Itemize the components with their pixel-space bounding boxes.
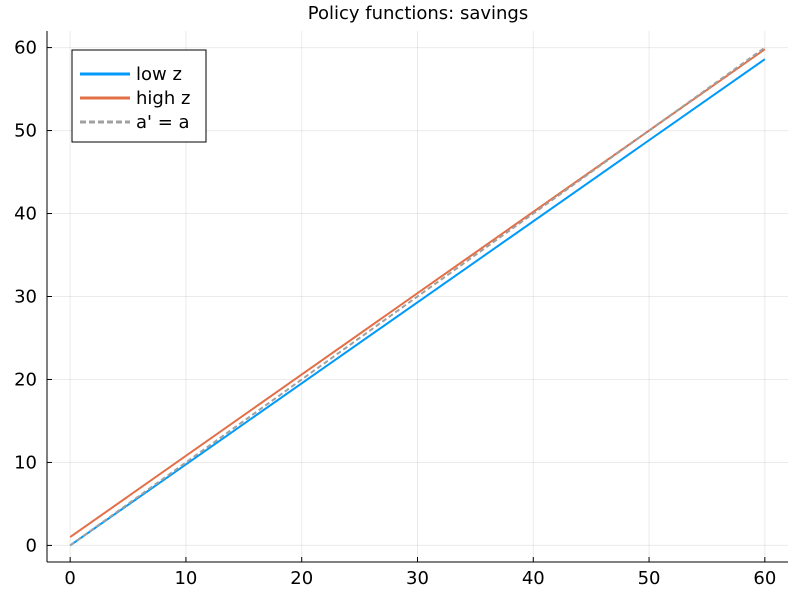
series-layer: [69, 46, 766, 547]
series-line: [69, 46, 766, 547]
legend-label: low z: [136, 64, 182, 85]
y-tick-label: 0: [26, 535, 37, 556]
x-tick-label: 0: [64, 568, 75, 589]
y-tick-label: 40: [14, 204, 37, 225]
series-line: [69, 58, 766, 547]
legend-label: high z: [136, 88, 190, 109]
x-tick-label: 40: [522, 568, 545, 589]
y-tick-label: 10: [14, 452, 37, 473]
chart-title: Policy functions: savings: [308, 3, 528, 24]
x-tick-label: 10: [174, 568, 197, 589]
x-tick-label: 50: [638, 568, 661, 589]
axes: 0 10 20 30 40 50 60 0 10 20 30 40 50 60: [14, 31, 788, 589]
x-tick-label: 60: [753, 568, 776, 589]
y-tick-label: 20: [14, 369, 37, 390]
x-tick-label: 20: [290, 568, 313, 589]
y-tick-label: 30: [14, 287, 37, 308]
x-tick-label: 30: [406, 568, 429, 589]
y-tick-label: 60: [14, 38, 37, 59]
legend: low z high z a' = a: [71, 49, 207, 143]
y-tick-label: 50: [14, 121, 37, 142]
legend-box: [71, 49, 207, 143]
legend-label: a' = a: [136, 112, 190, 133]
